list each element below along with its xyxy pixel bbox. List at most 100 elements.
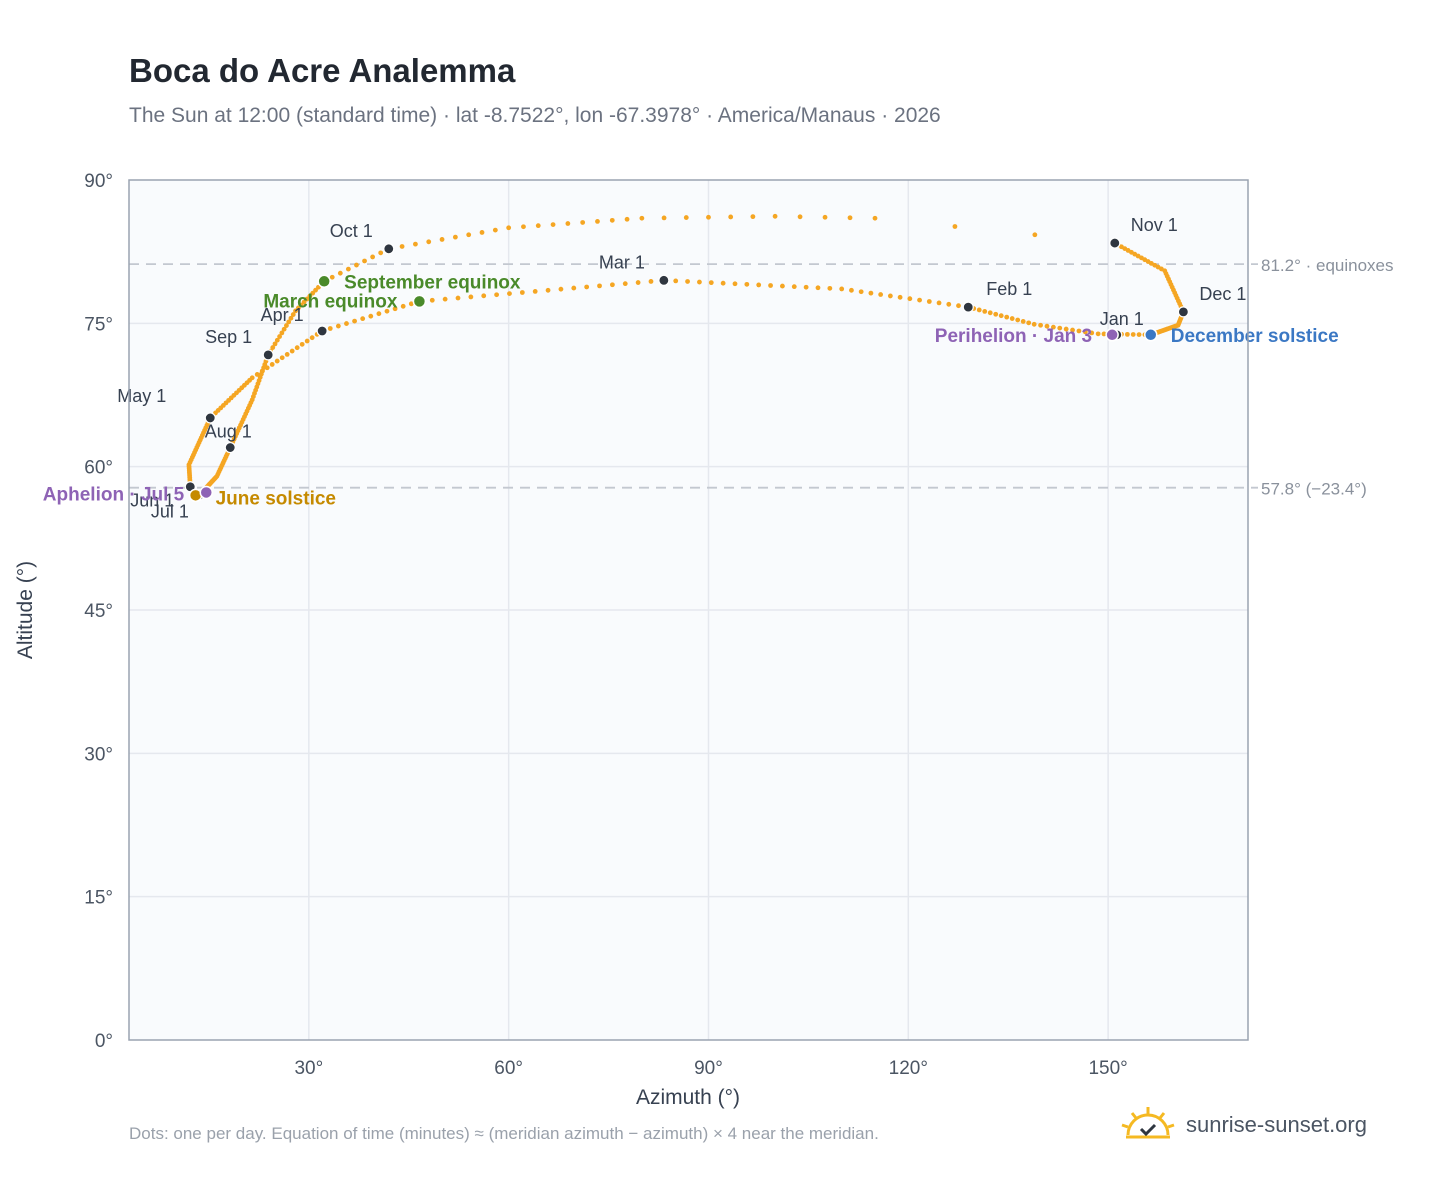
page-title: Boca do Acre Analemma (129, 52, 516, 89)
day-dot (1130, 332, 1136, 337)
day-dot (1044, 323, 1050, 329)
day-dot (442, 296, 448, 302)
day-dot (1020, 319, 1026, 324)
day-dot (335, 323, 341, 329)
day-dot (506, 225, 512, 231)
axis-ticks: 30° 60° 90° 120° 150° 0° 15° 30° 45° 60° 75° 90° (84, 171, 1128, 1079)
event-marker-label: Perihelion · Jan 3 (935, 326, 1092, 347)
day-dot (368, 313, 374, 319)
x-tick-label: 30° (294, 1058, 323, 1079)
sun-logo-icon (1121, 1107, 1175, 1139)
footnote: Dots: one per day. Equation of time (min… (129, 1124, 879, 1143)
day-dot (269, 362, 275, 367)
day-dot (791, 284, 797, 290)
day-dot (993, 311, 999, 317)
month-marker-dot (658, 274, 670, 286)
month-marker-label: May 1 (117, 386, 166, 406)
day-dot (1089, 330, 1095, 336)
day-dot (839, 286, 845, 292)
day-dot (1082, 329, 1088, 335)
day-dot (897, 294, 903, 300)
day-dot (392, 306, 398, 312)
day-dot (479, 230, 485, 235)
day-dot (849, 287, 854, 293)
month-marker-dot (1109, 237, 1121, 249)
day-dot (279, 330, 285, 336)
day-dot (580, 220, 586, 225)
x-axis-label: Azimuth (°) (636, 1086, 740, 1109)
day-dot (1004, 314, 1010, 320)
day-dot (281, 326, 287, 332)
day-dot (847, 215, 853, 221)
day-dot (550, 222, 556, 227)
day-dot (288, 315, 294, 321)
month-marker-label: Aug 1 (205, 422, 252, 442)
day-dot (468, 294, 474, 300)
day-dot (1063, 326, 1069, 332)
day-dot (976, 307, 982, 313)
month-marker-label: Mar 1 (599, 252, 645, 272)
day-dot (815, 285, 821, 291)
day-dot (1032, 232, 1038, 238)
day-dot (494, 292, 500, 298)
month-marker-dot (383, 243, 395, 255)
day-dot (584, 284, 590, 290)
day-dot (313, 287, 318, 293)
day-dot (648, 279, 654, 284)
month-marker-dot (1177, 306, 1189, 318)
month-marker-label: Dec 1 (1199, 284, 1246, 304)
day-dot (429, 297, 435, 303)
day-dot (706, 214, 711, 220)
day-dot (868, 290, 874, 296)
day-dot (907, 296, 913, 302)
day-dot (998, 313, 1004, 319)
day-dot (284, 351, 290, 357)
day-dot (858, 289, 864, 295)
day-dot (507, 291, 512, 297)
day-dot (344, 321, 349, 326)
day-dot (872, 215, 878, 221)
day-dot (378, 250, 384, 256)
y-tick-label: 0° (95, 1031, 113, 1052)
day-dot (452, 234, 458, 240)
day-dot (274, 337, 280, 343)
reference-lines: 81.2° · equinoxes 57.8° (−23.4°) (129, 256, 1394, 499)
reference-line-label: 57.8° (−23.4°) (1261, 480, 1367, 499)
day-dot (744, 281, 750, 287)
day-dot (384, 308, 390, 314)
day-dot (301, 299, 307, 305)
day-dot (1026, 320, 1032, 326)
day-dot (408, 301, 414, 307)
day-dot (1031, 321, 1037, 327)
day-dot (1136, 332, 1142, 337)
day-dot (535, 223, 541, 229)
day-dot (376, 311, 382, 317)
brand[interactable]: sunrise-sunset.org (1120, 1100, 1367, 1150)
day-dot (887, 293, 893, 299)
day-dot (956, 303, 961, 309)
day-dot (772, 213, 778, 219)
x-tick-label: 90° (694, 1058, 723, 1079)
brand-name: sunrise-sunset.org (1186, 1112, 1367, 1137)
day-dot (639, 215, 645, 221)
day-dot (768, 283, 773, 288)
day-dot (565, 221, 571, 226)
day-dot (426, 239, 432, 245)
day-dot (329, 274, 335, 280)
day-dot (289, 348, 295, 354)
day-dot (1095, 331, 1101, 337)
day-dot (622, 281, 628, 287)
day-dot (926, 299, 932, 304)
day-dot (673, 278, 679, 284)
day-dot (728, 214, 734, 220)
day-dot (987, 310, 993, 316)
grid-lines (129, 180, 1248, 1040)
month-marker-label: Nov 1 (1131, 215, 1178, 235)
day-dot (1124, 331, 1130, 337)
day-dot (304, 296, 310, 302)
event-marker-label: December solstice (1171, 326, 1339, 347)
day-dot (609, 217, 615, 223)
day-dot (780, 283, 785, 289)
day-dot (399, 244, 405, 249)
